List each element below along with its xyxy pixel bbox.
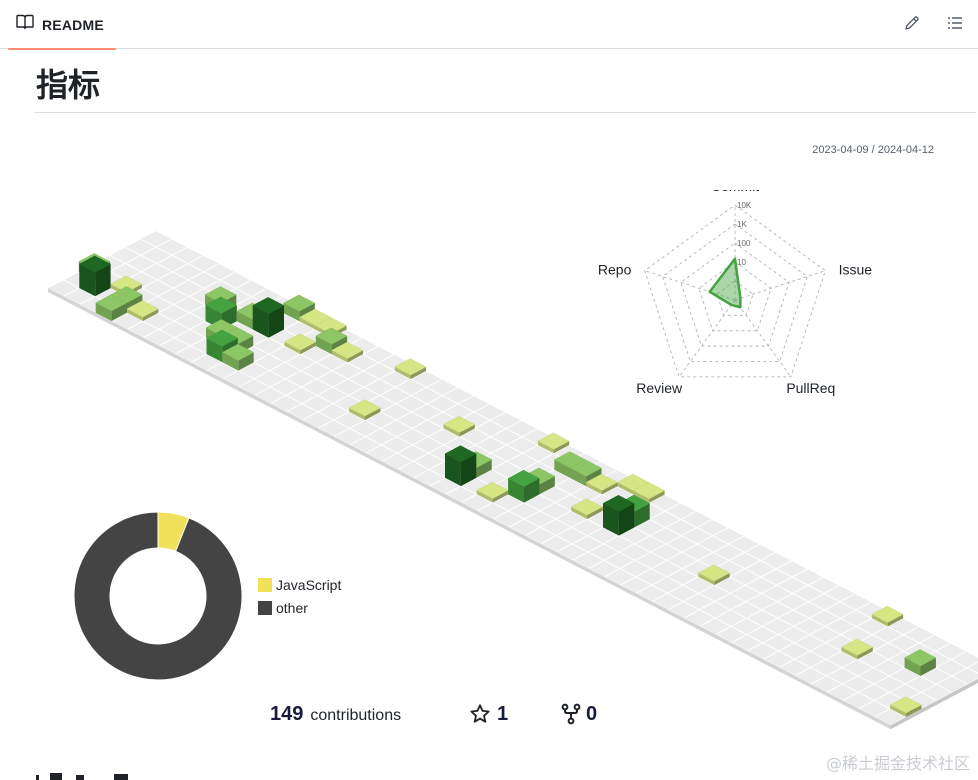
contribution-bar	[394, 358, 427, 380]
stars-stat: 1	[469, 703, 508, 730]
calendar-front-edge	[48, 288, 891, 730]
contribution-bar	[443, 416, 476, 437]
contribution-bar	[348, 399, 381, 421]
contribution-bar	[331, 341, 364, 363]
edit-button[interactable]	[898, 11, 926, 39]
tab-readme-label: README	[42, 16, 104, 33]
legend-swatch-other	[258, 600, 272, 615]
contribution-bar	[904, 649, 937, 676]
contribution-bar	[585, 473, 618, 495]
language-donut-chart	[73, 511, 243, 681]
radar-series-area	[708, 257, 742, 309]
star-icon	[469, 703, 491, 730]
radar-tick-label: 10K	[737, 201, 752, 210]
activity-radar-chart: 10K 1K 100 10 Commit Issue PullReq Review Repo	[598, 190, 872, 396]
radar-tick-labels: 10K 1K 100 10	[737, 201, 752, 267]
radar-grid-ring	[716, 280, 754, 316]
contribution-bar	[841, 638, 874, 660]
radar-spoke	[644, 270, 736, 301]
radar-grid-ring	[680, 242, 790, 347]
outline-button[interactable]	[941, 11, 969, 39]
radar-spoke	[734, 270, 826, 301]
contribution-bar	[78, 255, 112, 297]
legend-label-javascript: JavaScript	[276, 576, 342, 593]
contribution-bar	[284, 333, 317, 355]
donut-slice-other	[73, 511, 243, 681]
language-legend: JavaScript other	[258, 573, 341, 619]
contribution-bar	[871, 605, 904, 627]
radar-grid	[644, 204, 826, 378]
radar-axis-label-pullreq: PullReq	[786, 380, 835, 396]
book-icon	[16, 14, 34, 35]
legend-swatch-javascript	[258, 577, 272, 592]
radar-spoke	[678, 299, 736, 378]
watermark: @稀土掘金技术社区	[825, 754, 970, 773]
contribution-bar	[444, 445, 477, 487]
contribution-bar	[697, 564, 731, 586]
contributions-count: 149	[270, 703, 304, 725]
page-title: 指标	[36, 66, 101, 104]
legend-label-other: other	[276, 599, 308, 616]
date-range: 2023-04-09 / 2024-04-12	[812, 144, 934, 156]
radar-grid-ring	[662, 223, 808, 362]
legend-item-javascript: JavaScript	[258, 573, 341, 596]
readme-header: README	[0, 0, 978, 50]
contribution-bar	[632, 482, 666, 503]
next-section-heading-partial	[36, 768, 136, 780]
calendar-side-edge	[890, 678, 978, 730]
contribution-bar	[126, 300, 159, 322]
calendar-bars	[78, 253, 937, 717]
repo-forked-icon	[561, 703, 581, 730]
contribution-bar	[252, 297, 285, 338]
radar-tick-label: 1K	[737, 220, 747, 229]
radar-axis-label-issue: Issue	[839, 262, 873, 278]
title-divider	[35, 112, 976, 113]
contribution-bar	[476, 481, 509, 503]
contribution-bar	[537, 432, 570, 454]
list-unordered-icon	[947, 15, 963, 36]
tab-readme[interactable]: README	[8, 0, 116, 50]
contribution-bar	[221, 343, 255, 371]
radar-spoke	[734, 299, 792, 378]
contribution-bar	[570, 498, 603, 520]
radar-axis-label-commit: Commit	[711, 190, 759, 194]
contribution-bar	[95, 294, 128, 321]
calendar-floor-cell	[966, 661, 978, 674]
contribution-bar	[507, 469, 540, 503]
legend-item-other: other	[258, 596, 341, 619]
contributions-stat: 149 contributions	[270, 703, 401, 726]
radar-tick-label: 100	[737, 239, 751, 248]
forks-stat: 0	[561, 703, 597, 730]
radar-axis-label-repo: Repo	[598, 262, 632, 278]
stars-count: 1	[497, 703, 509, 725]
radar-axis-labels: Commit Issue PullReq Review Repo	[598, 190, 872, 396]
pencil-icon	[904, 15, 920, 36]
contributions-label: contributions	[310, 707, 402, 724]
radar-axis-label-review: Review	[636, 380, 683, 396]
contribution-bar	[889, 696, 922, 717]
radar-grid-ring	[698, 261, 772, 332]
forks-count: 0	[586, 703, 598, 725]
contribution-bar	[602, 494, 635, 536]
radar-tick-label: 10	[737, 258, 746, 267]
